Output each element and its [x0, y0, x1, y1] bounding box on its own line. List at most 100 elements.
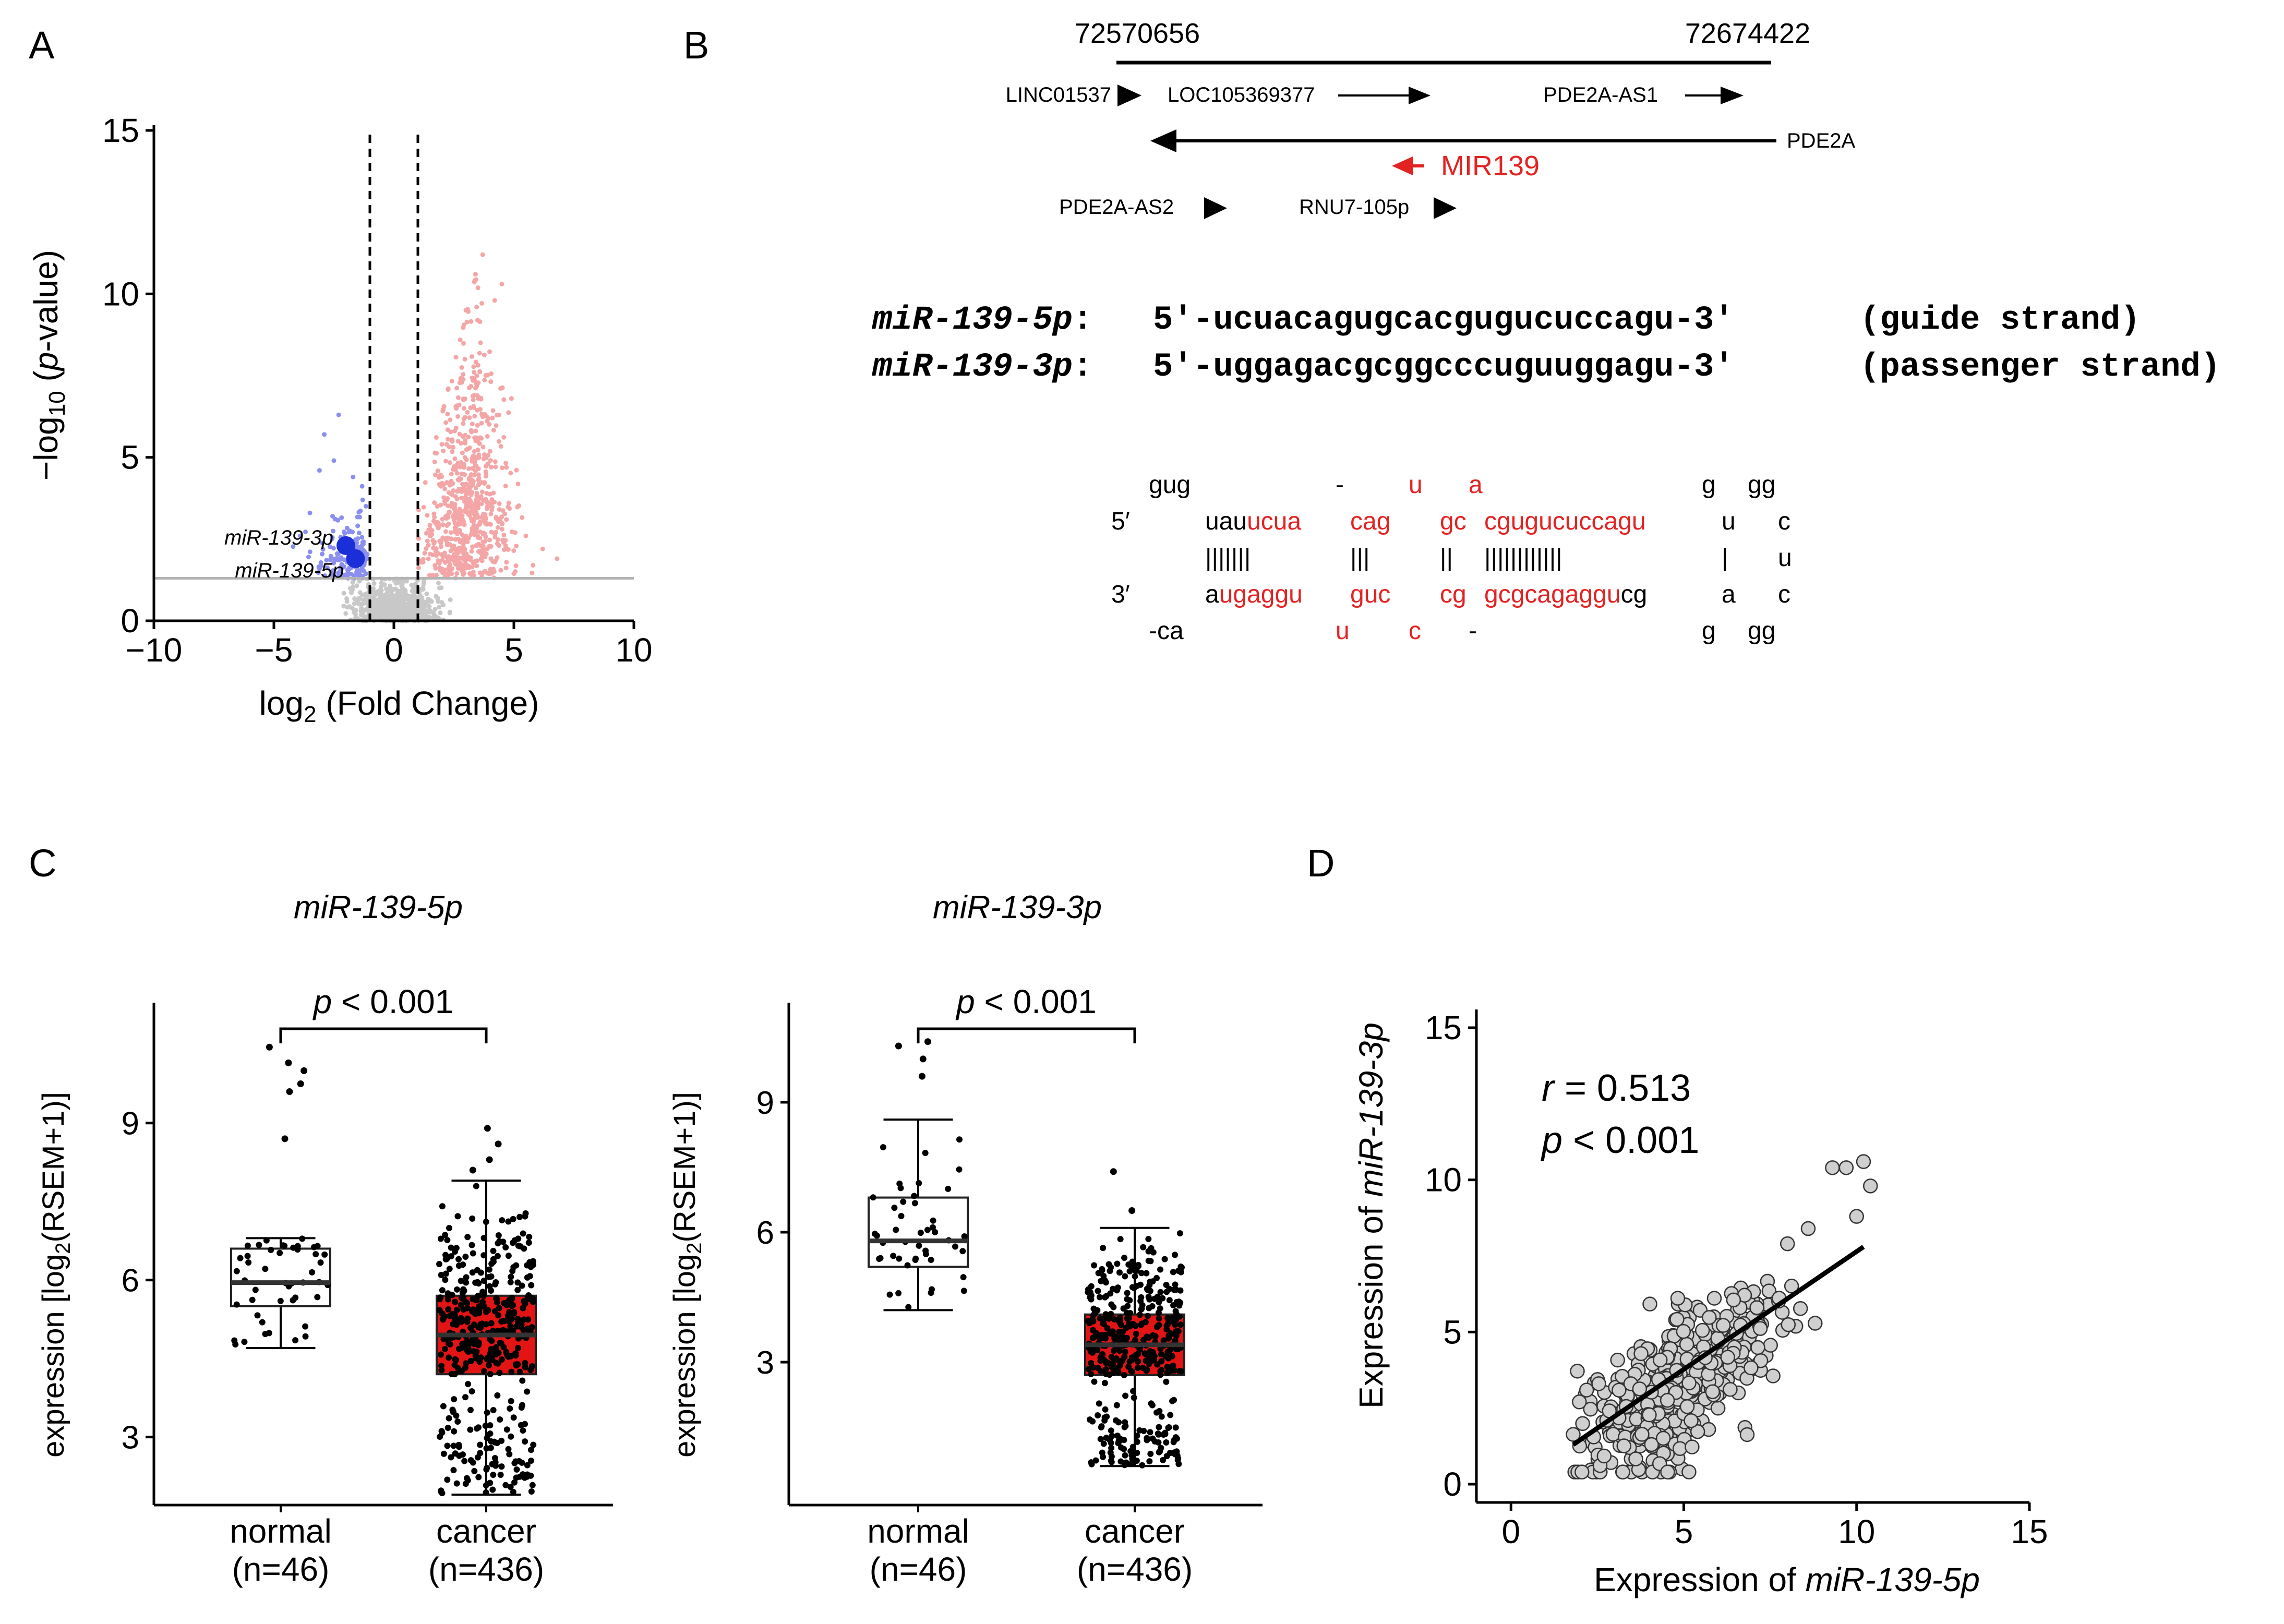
jitter-point — [474, 1454, 481, 1461]
ns-point — [411, 600, 416, 606]
up-point — [416, 565, 421, 570]
jitter-point — [231, 1337, 238, 1344]
jitter-point — [493, 1360, 500, 1366]
jitter-point — [959, 1248, 966, 1255]
ns-point — [410, 588, 415, 594]
jitter-point — [1122, 1423, 1129, 1429]
jitter-point — [444, 1476, 451, 1483]
jitter-point — [1170, 1362, 1176, 1369]
up-point — [458, 464, 463, 470]
jitter-point — [519, 1459, 525, 1466]
down-point — [363, 503, 368, 509]
jitter-point — [436, 1261, 443, 1268]
jitter-point — [446, 1225, 453, 1232]
jitter-point — [511, 1460, 518, 1466]
jitter-point — [263, 1237, 270, 1244]
jitter-point — [1172, 1252, 1179, 1258]
up-point — [475, 448, 480, 453]
jitter-point — [1103, 1370, 1110, 1377]
jitter-point — [446, 1415, 452, 1422]
jitter-point — [1126, 1358, 1133, 1365]
jitter-point — [1109, 1433, 1115, 1439]
up-point — [425, 538, 430, 544]
jitter-point — [1133, 1458, 1140, 1464]
outlier-point — [286, 1088, 293, 1096]
jitter-point — [446, 1354, 452, 1361]
jitter-point — [492, 1281, 499, 1288]
c1-axes: normal(n=46) cancer(n=436) 3 6 9 — [122, 1003, 613, 1588]
down-point — [361, 539, 366, 545]
seq-3p-seq: 5′-uggagacgcggcccuguuggagu-3′ — [1153, 348, 1734, 386]
up-point — [503, 484, 508, 489]
jitter-point — [898, 1212, 905, 1219]
outlier-point — [1128, 1207, 1136, 1214]
ns-point — [413, 615, 418, 620]
up-point — [473, 380, 478, 386]
up-point — [472, 503, 477, 508]
jitter-point — [1101, 1417, 1108, 1424]
jitter-point — [1163, 1439, 1170, 1446]
y-tick-label: 6 — [122, 1263, 139, 1299]
scatter-point-extreme — [1856, 1154, 1871, 1169]
seq-3p-role: (passenger strand) — [1860, 348, 2220, 386]
c2-boxes — [868, 1038, 1185, 1469]
jitter-point — [1157, 1266, 1164, 1273]
jitter-point — [1177, 1368, 1184, 1375]
ns-point — [401, 602, 406, 607]
up-point — [482, 352, 487, 357]
jitter-point — [524, 1462, 531, 1469]
scatter-point — [1706, 1291, 1722, 1306]
up-point — [486, 484, 491, 489]
ns-point — [375, 591, 380, 596]
up-point — [456, 564, 461, 569]
up-point — [463, 308, 468, 313]
jitter-point — [1103, 1293, 1110, 1300]
down-point — [354, 540, 359, 545]
jitter-point — [439, 1429, 446, 1436]
jitter-point — [529, 1482, 536, 1488]
up-point — [478, 395, 484, 401]
up-point — [489, 497, 495, 502]
jitter-point — [1116, 1348, 1123, 1354]
jitter-point — [480, 1235, 487, 1242]
loc105369377-arrow-icon — [1409, 87, 1430, 104]
jitter-point — [1149, 1303, 1156, 1309]
jitter-point — [1153, 1274, 1160, 1281]
ns-point — [358, 602, 364, 607]
jitter-point — [508, 1368, 515, 1375]
up-point — [499, 282, 504, 287]
jitter-point — [473, 1349, 479, 1356]
jitter-point — [528, 1488, 535, 1495]
up-point — [476, 472, 481, 477]
up-point — [479, 300, 485, 306]
ns-point — [377, 609, 382, 614]
outlier-point — [484, 1125, 491, 1132]
category-label: normal — [230, 1512, 332, 1550]
up-point — [473, 428, 478, 434]
up-point — [467, 510, 472, 515]
jitter-point — [930, 1217, 936, 1224]
up-point — [487, 449, 492, 454]
up-point — [477, 407, 483, 412]
up-point — [475, 285, 480, 291]
up-point — [472, 370, 477, 375]
scatter-point-extreme — [1780, 1236, 1795, 1252]
up-point — [499, 526, 504, 532]
up-point — [497, 507, 502, 512]
scatter-point — [1628, 1451, 1643, 1466]
hairpin-row-3: ||||||| ||| || |||||||||||| | u — [1205, 544, 1792, 572]
box-plot-mir-139-5p: miR-139-5p normal(n=46)cancer(n=436)369 … — [37, 889, 613, 1588]
seq-3p-line: miR-139-3p: 5′-uggagacgcggcccuguuggagu-3… — [872, 348, 2220, 386]
jitter-point — [439, 1203, 446, 1210]
jitter-point — [471, 1467, 478, 1474]
volcano-y-tick-label: 0 — [121, 602, 139, 640]
down-point — [355, 523, 360, 528]
jitter-point — [916, 1242, 922, 1249]
up-point — [472, 376, 477, 381]
jitter-point — [507, 1279, 514, 1285]
panel-d: D 0 5 10 15 0 5 10 15 r = 0.513 p < 0.001 Expre… — [1307, 841, 2048, 1598]
jitter-point — [1175, 1455, 1182, 1462]
ns-point — [384, 604, 389, 609]
jitter-point — [436, 1307, 443, 1314]
jitter-point — [477, 1441, 484, 1448]
